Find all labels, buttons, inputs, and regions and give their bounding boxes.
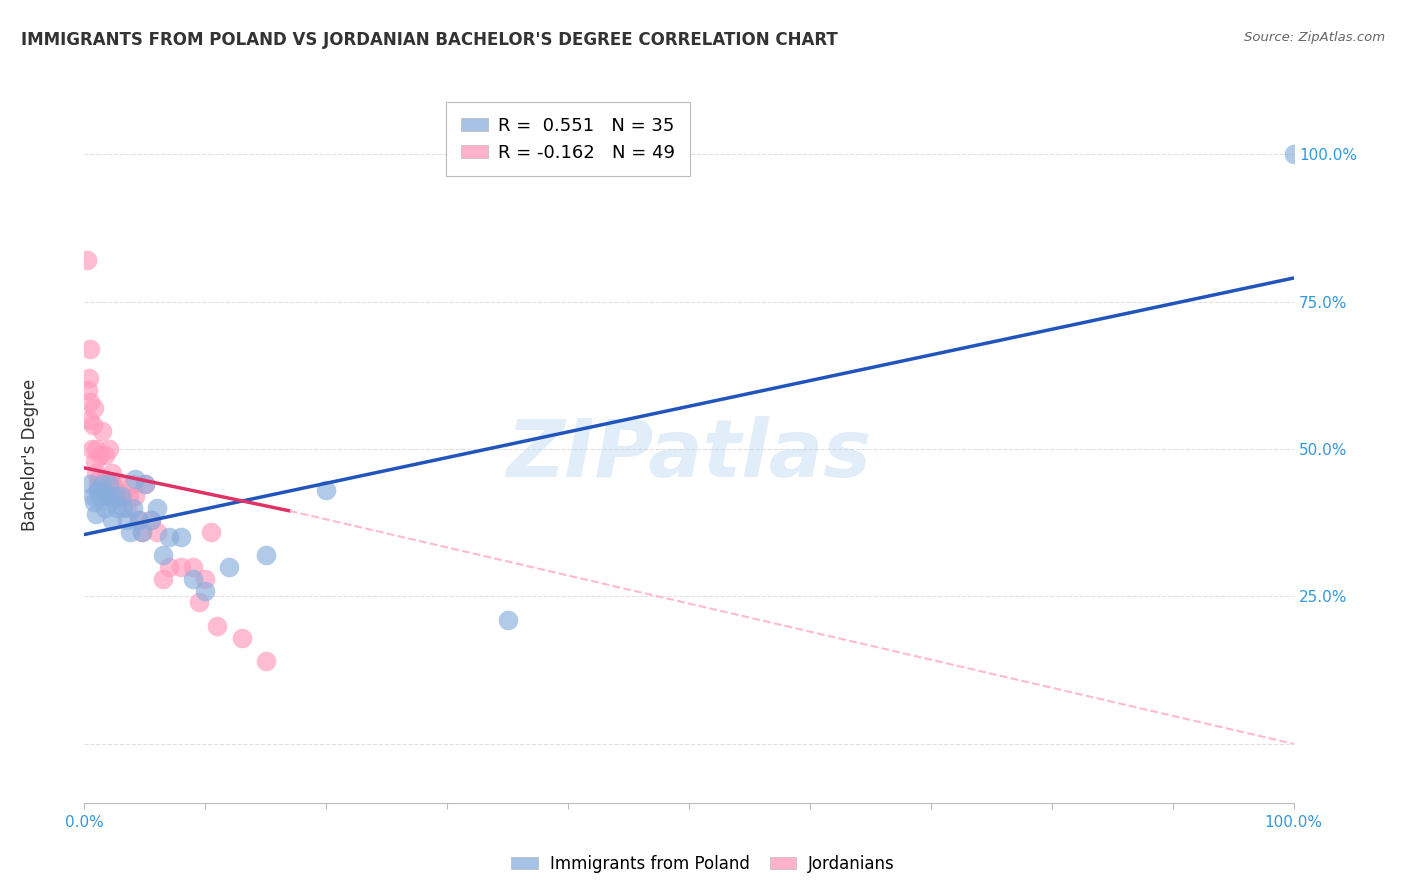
Point [94, 477, 117, 491]
Point [181, 560, 204, 574]
Text: ZIPatlas: ZIPatlas [506, 416, 872, 494]
Point [94, 448, 117, 462]
Point [98, 489, 121, 503]
Point [104, 489, 127, 503]
Text: Source: ZipAtlas.com: Source: ZipAtlas.com [1244, 31, 1385, 45]
Point [121, 477, 143, 491]
Point [131, 524, 153, 539]
Point [315, 483, 337, 498]
Point [254, 548, 277, 562]
Point [80, 442, 103, 456]
Point [105, 489, 128, 503]
Point [82, 489, 104, 503]
Point [105, 500, 128, 515]
Point [121, 500, 143, 515]
Point [254, 654, 277, 668]
Point [77, 412, 100, 426]
Legend: R =  0.551   N = 35, R = -0.162   N = 49: R = 0.551 N = 35, R = -0.162 N = 49 [446, 103, 690, 176]
Point [110, 489, 132, 503]
Point [134, 477, 156, 491]
Point [115, 513, 138, 527]
Point [101, 466, 124, 480]
Point [82, 418, 104, 433]
Point [76, 253, 98, 268]
Point [152, 572, 174, 586]
Text: Bachelor's Degree: Bachelor's Degree [21, 379, 39, 531]
Point [83, 495, 105, 509]
Point [181, 572, 204, 586]
Point [79, 342, 101, 356]
Point [98, 495, 121, 509]
Point [84, 454, 107, 468]
Point [170, 531, 193, 545]
Point [120, 524, 142, 539]
Point [115, 500, 138, 515]
Point [139, 513, 162, 527]
Text: IMMIGRANTS FROM POLAND VS JORDANIAN BACHELOR'S DEGREE CORRELATION CHART: IMMIGRANTS FROM POLAND VS JORDANIAN BACH… [21, 31, 838, 49]
Point [118, 489, 141, 503]
Point [188, 595, 211, 609]
Point [124, 471, 146, 485]
Point [194, 583, 217, 598]
Point [83, 401, 105, 415]
Point [218, 560, 240, 574]
Point [96, 489, 118, 503]
Point [496, 613, 519, 627]
Point [104, 483, 127, 498]
Point [152, 548, 174, 562]
Point [79, 395, 101, 409]
Point [128, 513, 150, 527]
Point [77, 383, 100, 397]
Legend: Immigrants from Poland, Jordanians: Immigrants from Poland, Jordanians [505, 848, 901, 880]
Point [112, 500, 135, 515]
Point [91, 477, 114, 491]
Point [89, 448, 111, 462]
Point [157, 560, 180, 574]
Point [1282, 147, 1305, 161]
Point [231, 631, 253, 645]
Point [170, 560, 193, 574]
Point [86, 477, 108, 491]
Point [94, 500, 117, 515]
Point [89, 489, 111, 503]
Point [207, 619, 229, 633]
Point [101, 513, 124, 527]
Point [139, 513, 162, 527]
Point [134, 477, 156, 491]
Point [77, 371, 100, 385]
Point [157, 531, 180, 545]
Point [107, 477, 129, 491]
Point [86, 507, 108, 521]
Point [194, 572, 217, 586]
Point [110, 489, 132, 503]
Point [91, 425, 114, 439]
Point [124, 489, 146, 503]
Point [97, 442, 120, 456]
Point [100, 477, 122, 491]
Point [200, 524, 222, 539]
Point [131, 524, 153, 539]
Point [103, 477, 125, 491]
Point [79, 477, 101, 491]
Point [146, 524, 169, 539]
Point [86, 466, 108, 480]
Point [87, 471, 110, 485]
Point [112, 489, 135, 503]
Point [94, 489, 117, 503]
Point [86, 442, 108, 456]
Point [128, 513, 150, 527]
Point [86, 483, 108, 498]
Point [146, 500, 169, 515]
Point [97, 477, 120, 491]
Point [93, 471, 115, 485]
